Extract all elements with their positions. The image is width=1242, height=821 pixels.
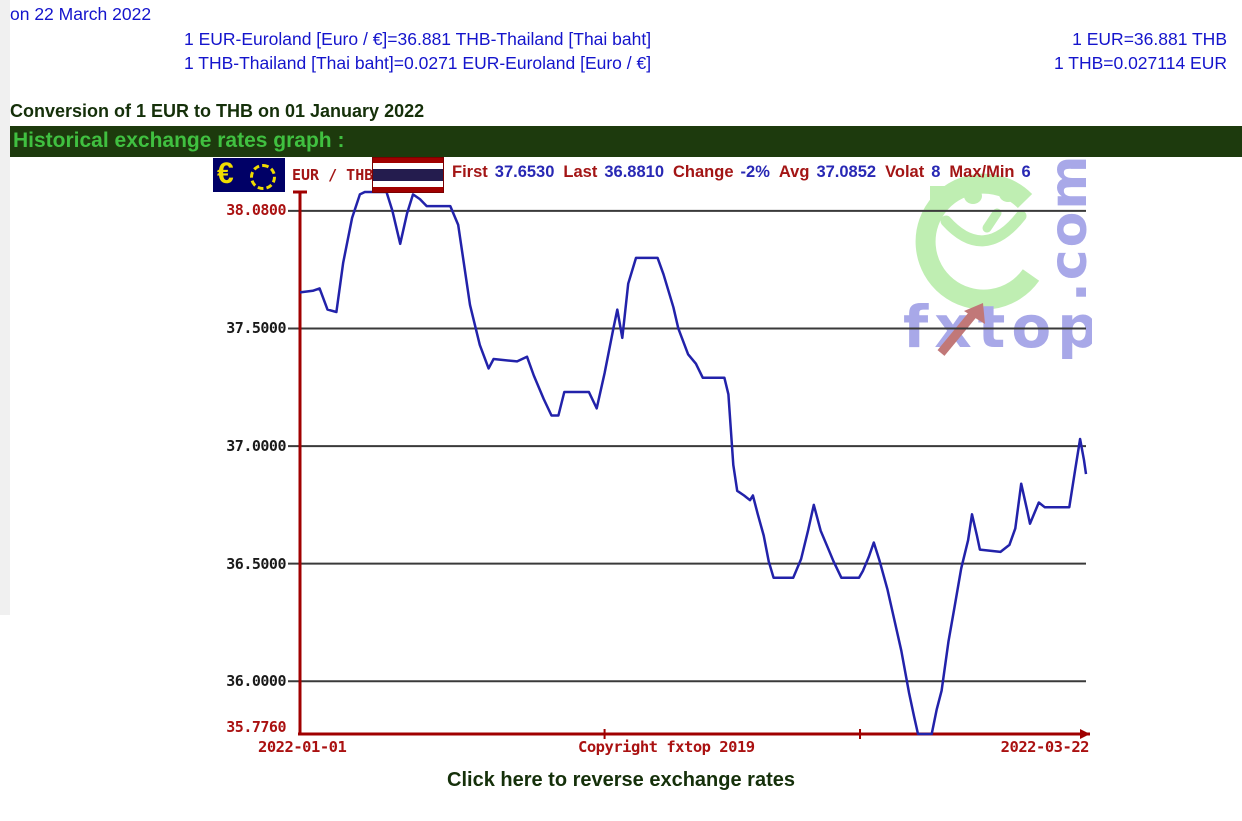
stat-value: 36.8810: [604, 163, 665, 181]
rate-eur-to-thb-short: 1 EUR=36.881 THB: [1072, 29, 1227, 49]
stat-change: Change -2%: [673, 163, 770, 182]
y-axis-label: 37.0000: [226, 437, 286, 456]
stat-maxmin: Max/Min 6: [949, 163, 1030, 182]
rate-line-series: [299, 190, 1088, 736]
left-margin-strip: [0, 0, 10, 615]
y-axis-label: 38.0800: [226, 201, 286, 219]
chart-stats-row: First 37.6530 Last 36.8810 Change -2% Avg 37.08…: [452, 163, 1092, 182]
stat-value: 8: [931, 163, 941, 181]
currency-pair-label: EUR / THB: [292, 166, 374, 184]
section-header-bar: Historical exchange rates graph :: [10, 126, 1242, 157]
historical-rates-chart: fxtop .com € EUR / THB First 37.6530 Last 3…: [213, 157, 1092, 758]
stat-first: First 37.6530: [452, 163, 554, 182]
stat-label: Last: [563, 163, 598, 181]
watermark-brand-text: fxtop: [903, 293, 1092, 361]
stat-value: 37.0852: [816, 163, 877, 181]
reverse-rates-link[interactable]: Click here to reverse exchange rates: [447, 769, 795, 791]
stat-avg: Avg 37.0852: [779, 163, 876, 182]
thai-flag-stripe: [373, 169, 443, 181]
thailand-flag-icon: [372, 157, 444, 193]
thai-flag-stripe: [373, 158, 443, 163]
watermark-suffix-text: .com: [1039, 157, 1092, 302]
x-axis-end-date: 2022-03-22: [1000, 738, 1090, 756]
watermark-smiley-eye-left: [964, 188, 982, 204]
conversion-heading: Conversion of 1 EUR to THB on 01 January…: [10, 101, 425, 121]
thai-flag-stripe: [373, 181, 443, 187]
eur-flag-icon: €: [213, 157, 285, 192]
stat-value: 6: [1021, 163, 1031, 181]
chart-copyright: Copyright fxtop 2019: [578, 738, 755, 756]
watermark-smiley-tab: [930, 186, 958, 200]
stat-label: Max/Min: [949, 163, 1015, 181]
stat-volat: Volat 8: [885, 163, 940, 182]
stat-last: Last 36.8810: [563, 163, 664, 182]
watermark-smiley-ring: [915, 173, 1040, 310]
watermark-smiley-smile: [940, 210, 1027, 247]
watermark-smiley-nose: [982, 208, 1002, 233]
stat-label: First: [452, 163, 488, 181]
stat-value: 37.6530: [494, 163, 555, 181]
y-axis-label: 35.7760: [226, 718, 286, 736]
section-title: Historical exchange rates graph :: [13, 129, 345, 152]
quote-date: on 22 March 2022: [10, 4, 152, 24]
gridlines: [288, 209, 1086, 683]
euro-symbol: €: [217, 157, 234, 190]
stat-label: Change: [673, 163, 734, 181]
eur-stars-ring-icon: [250, 164, 276, 190]
rate-thb-to-eur-short: 1 THB=0.027114 EUR: [1053, 53, 1227, 73]
stat-value: -2%: [740, 163, 770, 181]
watermark-arrow-head: [964, 303, 985, 324]
stat-label: Avg: [778, 163, 810, 181]
axes: [293, 190, 1090, 739]
watermark-arrow: [937, 310, 978, 356]
rate-eur-to-thb-full: 1 EUR-Euroland [Euro / €]=36.881 THB-Tha…: [184, 29, 652, 49]
y-axis-label: 36.5000: [226, 554, 286, 573]
x-axis-arrow-head: [1080, 729, 1090, 739]
chart-plot: fxtop .com: [288, 157, 1092, 739]
thai-flag-stripe: [373, 163, 443, 169]
y-axis-label: 36.0000: [226, 672, 286, 691]
thai-flag-stripe: [373, 187, 443, 192]
x-axis-start-date: 2022-01-01: [258, 738, 347, 756]
rate-summary: 1 EUR=36.881 THB 1 THB=0.027114 EUR: [1054, 27, 1227, 75]
y-axis-label: 37.5000: [226, 319, 286, 338]
watermark-smiley-eye-right: [999, 186, 1017, 202]
fxtop-watermark: fxtop .com: [903, 157, 1092, 361]
rate-thb-to-eur-full: 1 THB-Thailand [Thai baht]=0.0271 EUR-Eu…: [184, 53, 652, 73]
stat-label: Volat: [885, 163, 925, 181]
